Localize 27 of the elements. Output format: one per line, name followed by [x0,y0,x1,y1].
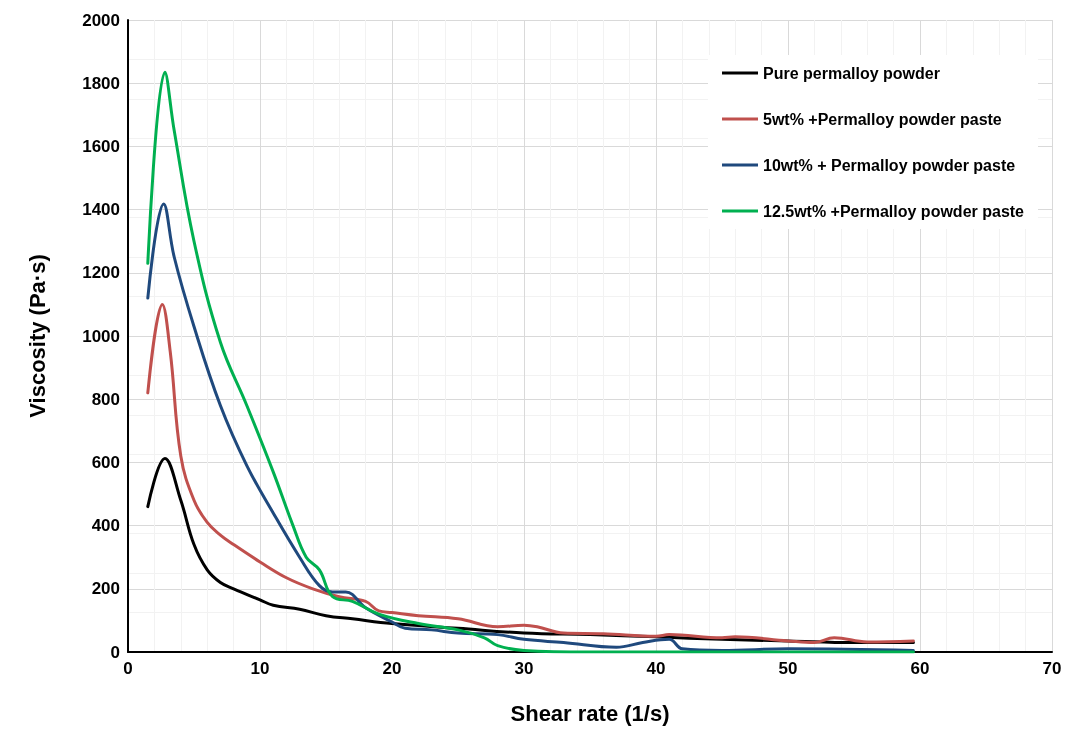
x-tick-label: 0 [123,659,133,678]
y-tick-label: 2000 [82,10,120,30]
legend-label: 10wt% + Permalloy powder paste [763,156,1016,174]
x-tick-label: 10 [250,659,270,678]
y-tick-label: 1800 [82,73,120,93]
y-tick-label: 0 [110,642,120,662]
y-tick-label: 800 [91,389,120,409]
legend-label: Pure permalloy powder [763,64,940,82]
y-tick-label: 1200 [82,263,120,283]
line-series [146,302,915,645]
y-tick-label: 200 [91,579,120,599]
x-tick-label: 50 [778,659,798,678]
line-series [146,202,915,652]
legend-label: 12.5wt% +Permalloy powder paste [763,202,1025,220]
x-tick-label: 30 [514,659,534,678]
y-tick-label: 1000 [82,326,120,346]
x-tick-label: 40 [646,659,666,678]
y-axis-title: Viscosity (Pa·s) [24,254,50,418]
x-axis-title: Shear rate (1/s) [510,700,670,726]
x-tick-label: 20 [382,659,402,678]
y-tick-label: 600 [91,452,120,472]
legend-label: 5wt% +Permalloy powder paste [763,110,1002,128]
y-tick-label: 1400 [82,200,120,220]
x-tick-label: 60 [910,659,930,678]
y-tick-label: 1600 [82,136,120,156]
x-tick-label: 70 [1042,659,1062,678]
y-tick-label: 400 [91,516,120,536]
